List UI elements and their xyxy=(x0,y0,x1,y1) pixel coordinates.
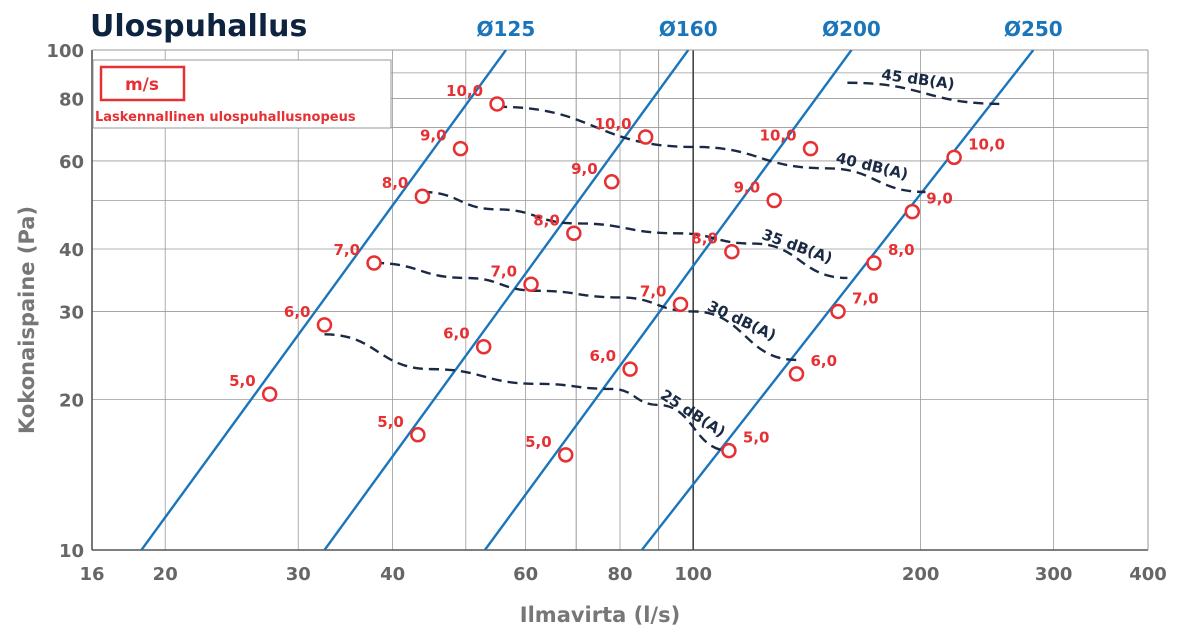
velocity-label: 10,0 xyxy=(968,135,1005,153)
velocity-label: 9,0 xyxy=(926,190,953,208)
x-tick-label: 60 xyxy=(513,564,538,585)
x-tick-label: 20 xyxy=(153,564,178,585)
x-tick-label: 80 xyxy=(607,564,632,585)
velocity-marker xyxy=(566,225,582,242)
sound-curve-label: 45 dB(A) xyxy=(880,65,955,93)
chart-labels: 16 20 30 40 60 80 100 200 300 400 10 20 30 40 60 80 100 Ø… xyxy=(46,17,1166,585)
velocity-label: 5,0 xyxy=(525,433,552,451)
velocity-label: 7,0 xyxy=(490,262,517,280)
y-tick-label: 20 xyxy=(59,390,84,411)
sound-curve xyxy=(422,190,848,280)
velocity-marker xyxy=(603,174,620,190)
diameter-label: Ø200 xyxy=(822,17,881,41)
velocity-label: 9,0 xyxy=(571,160,598,178)
sound-curve xyxy=(497,105,926,194)
velocity-marker xyxy=(721,442,737,459)
velocity-marker xyxy=(366,255,382,271)
sound-curve xyxy=(374,261,797,362)
y-tick-label: 80 xyxy=(59,89,84,110)
velocity-label: 10,0 xyxy=(446,82,483,100)
velocity-marker xyxy=(523,276,539,293)
x-tick-label: 40 xyxy=(380,564,405,585)
velocity-label: 6,0 xyxy=(284,303,311,321)
velocity-marker xyxy=(672,296,689,313)
velocity-label: 5,0 xyxy=(743,429,770,447)
velocity-marker xyxy=(316,317,333,333)
velocity-label: 10,0 xyxy=(595,115,632,133)
velocity-marker xyxy=(557,447,574,463)
velocity-label: 8,0 xyxy=(382,174,409,192)
diameter-label: Ø160 xyxy=(659,17,718,41)
velocity-marker xyxy=(452,140,469,157)
velocity-marker xyxy=(830,303,846,320)
velocity-label: 8,0 xyxy=(888,241,915,259)
sound-curve xyxy=(847,81,1003,106)
velocity-marker xyxy=(637,129,654,145)
velocity-marker xyxy=(724,243,740,260)
y-tick-label: 100 xyxy=(46,41,84,62)
velocity-label: 7,0 xyxy=(640,282,667,300)
y-tick-label: 10 xyxy=(59,541,84,562)
diameter-label: Ø250 xyxy=(1004,17,1063,41)
velocity-label: 7,0 xyxy=(333,241,360,259)
velocity-markers: 5,0 6,0 7,0 8,0 9,0 10,0 5,0 6,0 7,0 8,0 9,0 10,0 5,… xyxy=(229,82,1005,463)
duct-line xyxy=(140,50,507,550)
velocity-label: 9,0 xyxy=(420,127,447,145)
velocity-marker xyxy=(489,96,505,112)
velocity-label: 5,0 xyxy=(377,413,404,431)
velocity-marker xyxy=(904,203,921,220)
y-tick-label: 60 xyxy=(59,152,84,173)
x-tick-label: 300 xyxy=(1035,564,1073,585)
velocity-marker xyxy=(788,366,805,382)
x-axis-title: Ilmavirta (l/s) xyxy=(520,603,680,627)
x-tick-label: 100 xyxy=(674,564,712,585)
velocity-label: 8,0 xyxy=(533,211,560,229)
legend: m/s Laskennallinen ulospuhallusnopeus xyxy=(92,59,392,129)
sound-curve-label: 30 dB(A) xyxy=(705,297,779,345)
x-tick-label: 400 xyxy=(1129,564,1167,585)
legend-unit-box xyxy=(99,65,186,102)
duct-lines xyxy=(140,50,1035,550)
velocity-label: 6,0 xyxy=(590,347,617,365)
duct-line xyxy=(640,50,1035,550)
velocity-label: 6,0 xyxy=(443,325,470,343)
velocity-label: 6,0 xyxy=(810,352,837,370)
axis-titles: Ilmavirta (l/s) Kokonaispaine (Pa) xyxy=(15,206,680,627)
y-tick-label: 40 xyxy=(59,240,84,261)
duct-line xyxy=(323,50,690,550)
velocity-marker xyxy=(622,361,638,377)
y-axis-title: Kokonaispaine (Pa) xyxy=(15,206,39,434)
duct-line xyxy=(483,50,853,550)
y-tick-label: 30 xyxy=(59,302,84,323)
chart-title: Ulospuhallus xyxy=(90,9,307,44)
grid xyxy=(91,49,1149,551)
velocity-label: 7,0 xyxy=(852,289,879,307)
x-tick-label: 16 xyxy=(79,564,104,585)
velocity-marker xyxy=(766,192,782,209)
velocity-marker xyxy=(261,386,278,402)
legend-unit: m/s xyxy=(125,75,159,95)
velocity-marker xyxy=(410,427,426,443)
velocity-label: 8,0 xyxy=(691,230,718,248)
velocity-label: 5,0 xyxy=(229,372,256,390)
velocity-marker xyxy=(802,140,819,157)
velocity-marker xyxy=(414,188,431,204)
x-tick-label: 200 xyxy=(902,564,940,585)
sound-curve xyxy=(324,333,729,452)
velocity-label: 10,0 xyxy=(760,127,797,145)
legend-description: Laskennallinen ulospuhallusnopeus xyxy=(95,110,356,125)
diameter-label: Ø125 xyxy=(477,17,536,41)
velocity-marker xyxy=(475,338,492,355)
x-tick-label: 30 xyxy=(286,564,311,585)
velocity-marker xyxy=(946,149,962,166)
velocity-label: 9,0 xyxy=(734,179,761,197)
velocity-marker xyxy=(866,255,882,271)
